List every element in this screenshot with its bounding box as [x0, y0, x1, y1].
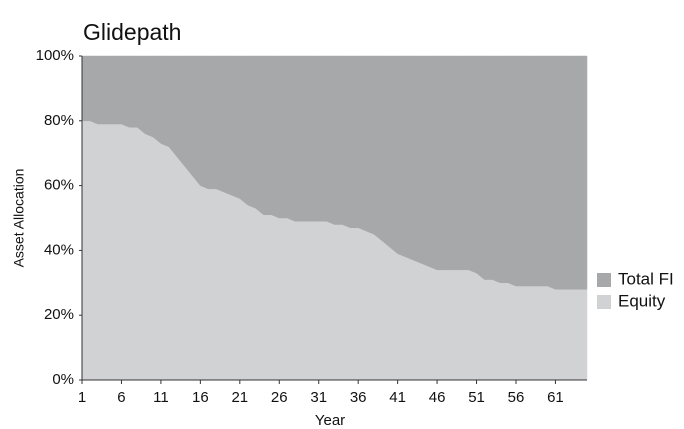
x-tick-label: 16 [192, 389, 209, 406]
y-tick-label: 100% [36, 47, 74, 64]
x-tick-label: 21 [231, 389, 248, 406]
legend-swatch [597, 295, 611, 309]
x-tick-label: 36 [350, 389, 367, 406]
y-tick-label: 40% [44, 241, 74, 258]
x-tick-label: 11 [153, 389, 169, 406]
x-tick-label: 31 [310, 389, 327, 406]
x-tick-label: 1 [78, 389, 86, 406]
x-tick-label: 41 [389, 389, 406, 406]
x-tick-label: 61 [547, 389, 564, 406]
x-tick-label: 51 [468, 389, 485, 406]
area [81, 55, 588, 290]
legend-label: Total FI [618, 269, 674, 288]
y-tick-label: 60% [44, 177, 74, 194]
y-tick-label: 20% [44, 306, 74, 323]
x-axis-label: Year [315, 412, 345, 429]
y-tick-label: 0% [52, 371, 74, 388]
x-tick-label: 46 [429, 389, 446, 406]
x-tick-label: 6 [117, 389, 125, 406]
chart-title: Glidepath [83, 19, 181, 45]
x-tick-label: 56 [508, 389, 525, 406]
y-tick-label: 80% [44, 112, 74, 129]
y-axis-label: Asset Allocation [11, 169, 27, 268]
legend-swatch [597, 273, 611, 287]
x-tick-label: 26 [271, 389, 288, 406]
legend-label: Equity [618, 291, 666, 310]
